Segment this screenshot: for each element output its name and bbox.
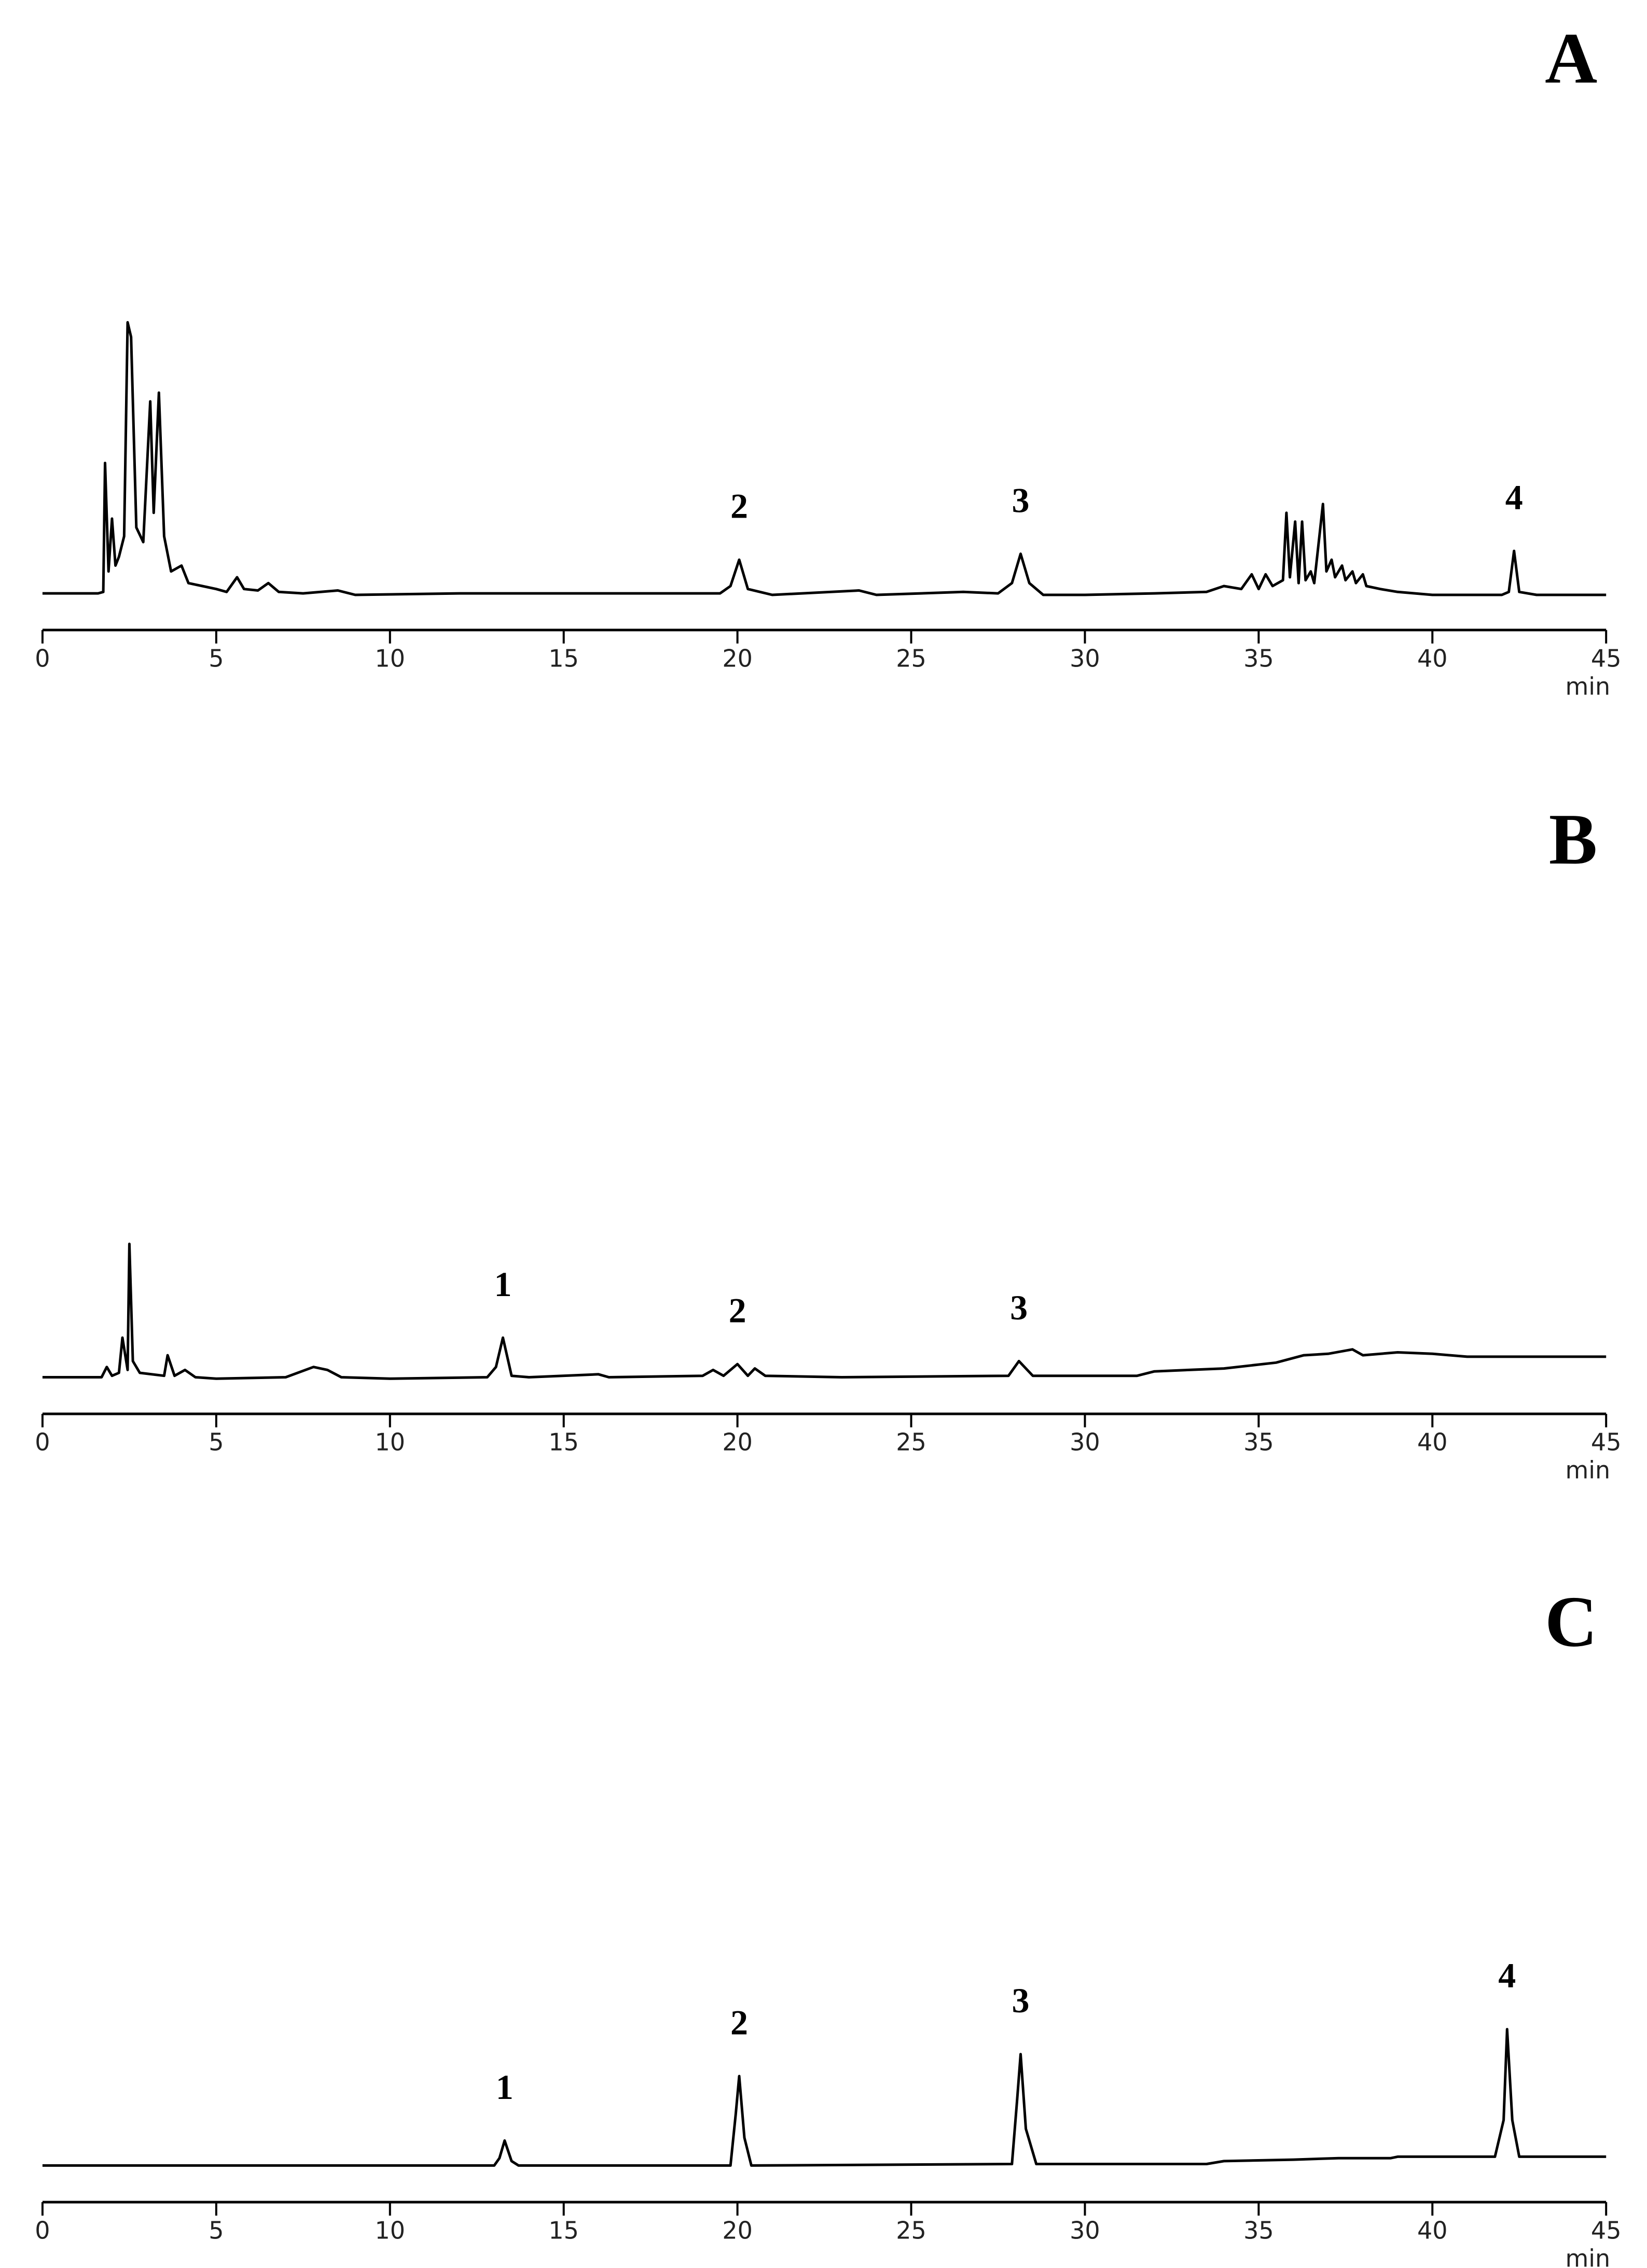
x-tick-label: 15 [548,2216,579,2244]
peak-label: 2 [730,486,748,526]
peak-label: 3 [1012,1981,1030,2020]
trace [42,2028,1607,2167]
x-tick-label: 10 [375,644,405,672]
x-tick-label: 40 [1417,2216,1448,2244]
x-tick-label: 25 [896,1428,926,1456]
trace [42,1242,1607,1380]
x-tick-label: 25 [896,2216,926,2244]
x-tick-label: 20 [722,2216,753,2244]
x-tick-label: 10 [375,2216,405,2244]
trace [42,321,1607,596]
peak-label: 1 [494,1264,511,1304]
x-tick-label: 40 [1417,644,1448,672]
x-axis-label: min [1565,672,1610,700]
x-tick-label: 30 [1070,2216,1100,2244]
x-tick-label: 35 [1243,1428,1274,1456]
peak-label: 2 [729,1291,746,1330]
x-tick-label: 5 [209,1428,224,1456]
peak-label: 3 [1010,1288,1028,1327]
x-tick-label: 5 [209,2216,224,2244]
x-tick-label: 15 [548,644,579,672]
x-tick-label: 30 [1070,644,1100,672]
peak-label: 4 [1498,1956,1516,1995]
x-tick-label: 20 [722,1428,753,1456]
peak-label: 1 [496,2067,514,2107]
panel-letter: C [1545,1582,1597,1662]
x-axis-label: min [1565,2244,1610,2268]
peak-label: 3 [1012,480,1030,520]
panel-letter: A [1545,18,1597,99]
x-tick-label: 0 [35,2216,50,2244]
x-tick-label: 35 [1243,2216,1274,2244]
x-tick-label: 45 [1591,644,1622,672]
peak-label: 2 [730,2003,748,2042]
x-tick-label: 5 [209,644,224,672]
x-tick-label: 10 [375,1428,405,1456]
x-tick-label: 0 [35,1428,50,1456]
peak-label: 4 [1505,478,1523,517]
x-tick-label: 0 [35,644,50,672]
x-tick-label: 45 [1591,1428,1622,1456]
x-tick-label: 20 [722,644,753,672]
panel-letter: B [1549,799,1597,880]
x-tick-label: 40 [1417,1428,1448,1456]
x-tick-label: 35 [1243,644,1274,672]
x-tick-label: 30 [1070,1428,1100,1456]
x-axis-label: min [1565,1456,1610,1484]
x-tick-label: 25 [896,644,926,672]
x-tick-label: 15 [548,1428,579,1456]
x-tick-label: 45 [1591,2216,1622,2244]
